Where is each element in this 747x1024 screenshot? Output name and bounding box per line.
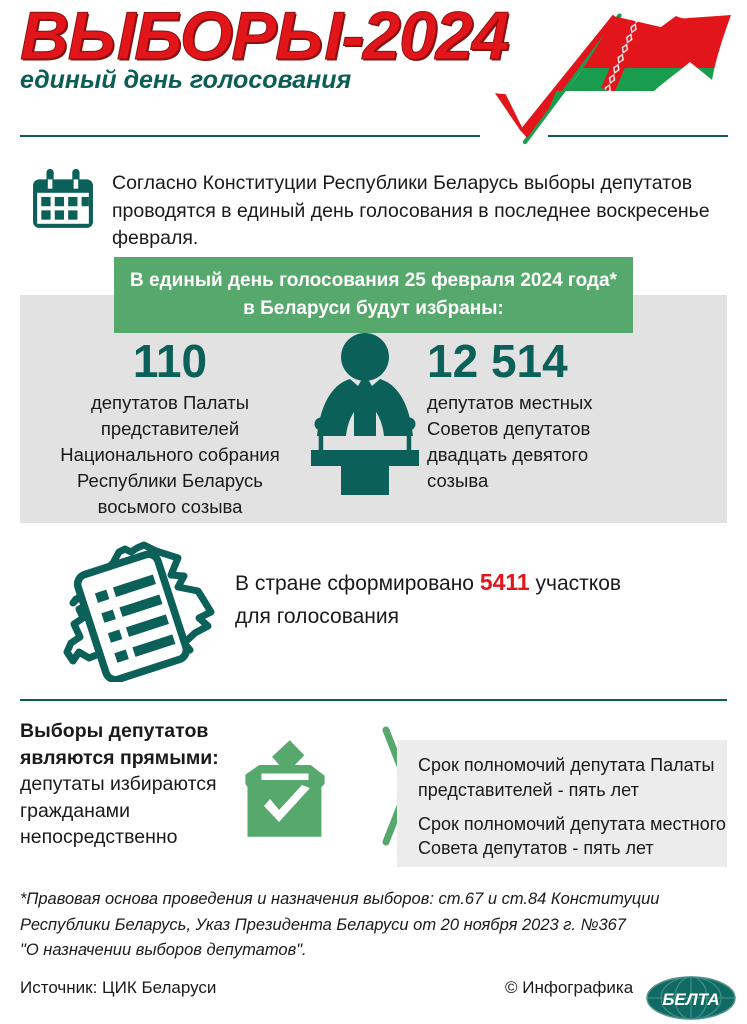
svg-text:БЕЛТА: БЕЛТА <box>662 990 719 1009</box>
